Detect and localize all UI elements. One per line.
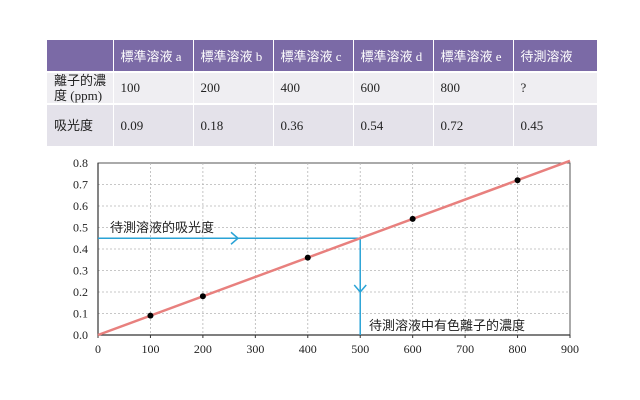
absorbance-annotation: 待測溶液的吸光度 [110,220,214,235]
table-cell: 0.54 [353,103,434,146]
x-tick-label: 600 [404,342,422,356]
table-cell: 400 [273,71,354,104]
table-cell: 200 [193,71,274,104]
table-cell: 600 [353,71,434,104]
table-cell: ? [513,71,597,104]
concentration-annotation: 待測溶液中有色離子的濃度 [369,318,525,333]
table-row-concentration: 離子的濃度 (ppm) 100 200 400 600 800 ? [47,71,597,104]
x-tick-label: 900 [561,342,579,356]
table-cell: 0.09 [113,103,194,146]
y-tick-label: 0.6 [73,199,88,213]
table-cell: 100 [113,71,194,104]
data-point [409,215,416,222]
x-tick-label: 800 [509,342,527,356]
x-tick-label: 100 [141,342,159,356]
calibration-line [97,159,571,337]
table-header-row: 標準溶液 a 標準溶液 b 標準溶液 c 標準溶液 d 標準溶液 e 待測溶液 [47,40,597,72]
y-tick-label: 0.5 [73,221,88,235]
data-point [514,177,521,184]
arrow-down-icon [353,284,367,294]
y-tick-label: 0.2 [73,285,88,299]
x-tick-label: 300 [246,342,264,356]
data-table: 標準溶液 a 標準溶液 b 標準溶液 c 標準溶液 d 標準溶液 e 待測溶液 … [47,40,597,146]
table-cell: 0.36 [273,103,354,146]
x-tick-label: 0 [95,342,101,356]
table-header-cell: 標準溶液 c [273,40,354,72]
table-cell: 0.72 [433,103,514,146]
x-tick-label: 400 [299,342,317,356]
table-header-cell: 待測溶液 [513,40,597,72]
y-tick-label: 0.7 [73,178,88,192]
arrow-right-icon [230,231,240,245]
table-header-cell: 標準溶液 b [193,40,274,72]
y-tick-label: 0.3 [73,264,88,278]
table-header-cell [47,40,114,72]
table-header-cell: 標準溶液 e [433,40,514,72]
table-row-label: 離子的濃度 (ppm) [47,71,114,104]
table-row-label: 吸光度 [47,103,114,146]
table-cell: 0.45 [513,103,597,146]
table-cell: 800 [433,71,514,104]
y-tick-label: 0.4 [73,242,88,256]
y-tick-label: 0.0 [73,328,88,342]
y-tick-label: 0.1 [73,307,88,321]
y-tick-label: 0.8 [73,156,88,170]
x-tick-label: 200 [194,342,212,356]
x-tick-label: 500 [351,342,369,356]
data-point [304,254,311,261]
table-row-absorbance: 吸光度 0.09 0.18 0.36 0.54 0.72 0.45 [47,103,597,146]
x-tick-label: 700 [456,342,474,356]
data-point [199,293,206,300]
data-point [147,312,154,319]
table-header-cell: 標準溶液 a [113,40,194,72]
table-cell: 0.18 [193,103,274,146]
table-header-cell: 標準溶液 d [353,40,434,72]
